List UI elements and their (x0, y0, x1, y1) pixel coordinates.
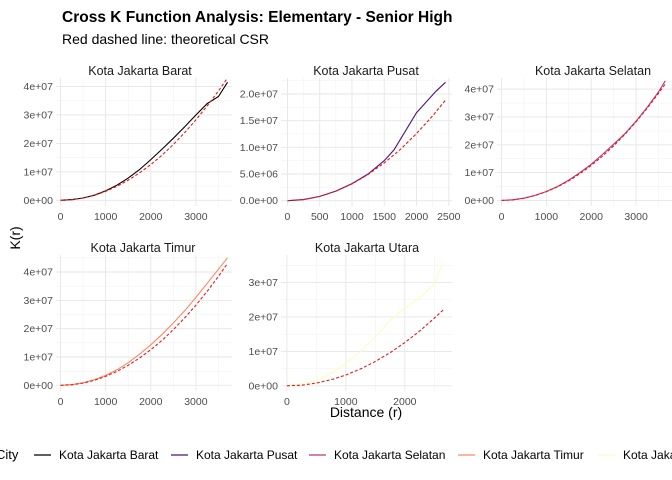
x-tick-label: 2000 (139, 396, 163, 408)
x-tick-label: 1000 (334, 396, 358, 408)
x-tick-label: 500 (311, 211, 329, 223)
legend-label: Kota Jakarta Barat (59, 448, 159, 462)
theoretical-csr-line (287, 99, 446, 202)
y-tick-label: 2e+07 (24, 323, 54, 335)
facet-panels: 0 1000 2000 3000 0e+00 1e+07 2e+07 3e+07 4e+07 Ko… (24, 64, 672, 408)
y-tick-label: 2e+07 (24, 138, 54, 150)
y-tick-label: 0e+00 (249, 380, 279, 392)
facet-panel: 0 1000 2000 3000 0e+00 1e+07 2e+07 3e+07 4e+07 Ko… (465, 64, 672, 223)
x-tick-label: 3000 (624, 211, 648, 223)
x-axis-title: Distance (r) (330, 404, 402, 420)
y-tick-label: 2e+07 (249, 311, 279, 323)
facet-strip-title: Kota Jakarta Selatan (535, 64, 651, 78)
facet-strip-title: Kota Jakarta Pusat (313, 64, 419, 78)
y-tick-label: 1e+07 (465, 167, 495, 179)
x-tick-label: 2500 (437, 211, 461, 223)
x-tick-label: 0 (499, 211, 505, 223)
x-tick-label: 0 (284, 396, 290, 408)
facet-strip-title: Kota Jakarta Barat (88, 64, 192, 78)
legend-label: Kota Jakarta Timur (483, 448, 584, 462)
x-tick-label: 1000 (94, 396, 118, 408)
theoretical-csr-line (60, 77, 228, 201)
facet-strip-title: Kota Jakarta Timur (91, 241, 196, 255)
x-tick-label: 2000 (393, 396, 417, 408)
y-tick-label: 3e+07 (249, 277, 279, 289)
x-tick-label: 1000 (535, 211, 559, 223)
y-tick-label: 3e+07 (24, 109, 54, 121)
x-tick-label: 0 (58, 211, 64, 223)
facet-panel: 0 500 1000 1500 2000 2500 0.0e+00 5.0e+06 1.0e+0… (240, 64, 461, 223)
y-tick-label: 3e+07 (465, 111, 495, 123)
legend-label: Kota Jakarta Utara (623, 448, 672, 462)
y-tick-label: 1.5e+07 (240, 115, 278, 127)
y-tick-label: 0e+00 (24, 380, 54, 392)
theoretical-csr-line (60, 263, 228, 386)
x-tick-label: 0 (58, 396, 64, 408)
y-tick-label: 1.0e+07 (240, 142, 278, 154)
theoretical-csr-line (286, 309, 444, 387)
y-tick-label: 4e+07 (24, 81, 54, 93)
observed-series-line (501, 80, 666, 201)
legend: City Kota Jakarta Barat Kota Jakarta Pusa… (0, 447, 672, 462)
y-tick-label: 2.0e+07 (240, 89, 278, 101)
observed-series-line (60, 82, 228, 201)
y-tick-label: 4e+07 (24, 267, 54, 279)
y-tick-label: 3e+07 (24, 295, 54, 307)
x-tick-label: 2000 (139, 211, 163, 223)
legend-title: City (0, 447, 19, 462)
y-tick-label: 1e+07 (24, 352, 54, 364)
y-tick-label: 0e+00 (24, 195, 54, 207)
x-tick-label: 1000 (340, 211, 364, 223)
facet-panel: 0 1000 2000 3000 0e+00 1e+07 2e+07 3e+07 4e+07 Ko… (24, 241, 232, 408)
y-tick-label: 1e+07 (249, 346, 279, 358)
legend-label: Kota Jakarta Pusat (196, 448, 298, 462)
observed-series-line (286, 261, 444, 387)
y-tick-label: 4e+07 (465, 84, 495, 96)
facet-strip-title: Kota Jakarta Utara (315, 241, 419, 255)
y-tick-label: 5.0e+06 (240, 169, 278, 181)
observed-series-line (60, 257, 228, 386)
x-tick-label: 3000 (184, 211, 208, 223)
legend-label: Kota Jakarta Selatan (334, 448, 445, 462)
x-tick-label: 1500 (373, 211, 397, 223)
y-tick-label: 0e+00 (465, 195, 495, 207)
facet-panel: 0 1000 2000 0e+00 1e+07 2e+07 3e+07 Kota Jakart… (249, 241, 452, 408)
y-tick-label: 0.0e+00 (240, 195, 278, 207)
y-axis-title: K(r) (7, 226, 23, 249)
y-tick-label: 1e+07 (24, 166, 54, 178)
chart-subtitle: Red dashed line: theoretical CSR (62, 31, 269, 47)
y-tick-label: 2e+07 (465, 139, 495, 151)
chart-title: Cross K Function Analysis: Elementary - … (62, 9, 452, 26)
x-tick-label: 3000 (184, 396, 208, 408)
x-tick-label: 1000 (94, 211, 118, 223)
facet-panel: 0 1000 2000 3000 0e+00 1e+07 2e+07 3e+07 4e+07 Ko… (24, 64, 232, 223)
theoretical-csr-line (501, 83, 666, 201)
x-tick-label: 2000 (405, 211, 429, 223)
x-tick-label: 2000 (580, 211, 604, 223)
observed-series-line (287, 81, 446, 202)
x-tick-label: 0 (285, 211, 291, 223)
